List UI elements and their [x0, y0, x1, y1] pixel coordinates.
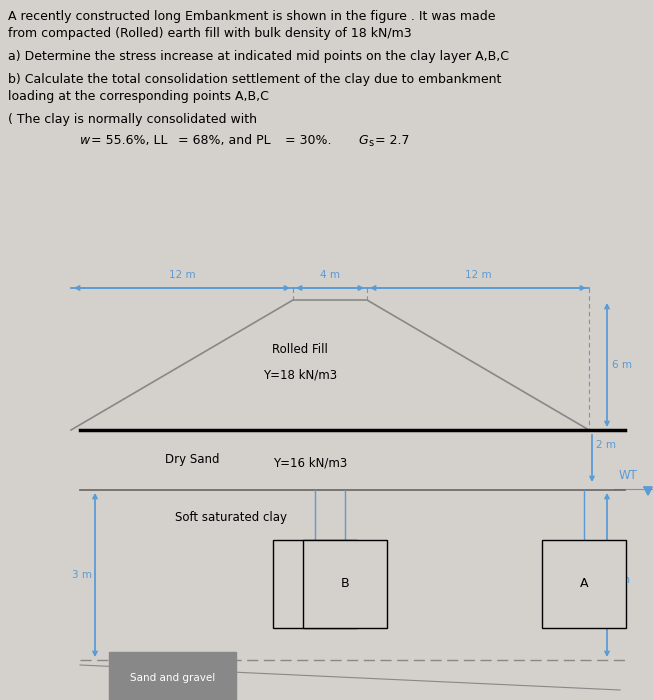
Text: Y=18 kN/m3: Y=18 kN/m3 — [263, 369, 337, 382]
Text: Soft saturated clay: Soft saturated clay — [175, 512, 287, 524]
Text: s: s — [368, 138, 373, 148]
Text: G: G — [358, 134, 368, 147]
Text: from compacted (Rolled) earth fill with bulk density of 18 kN/m3: from compacted (Rolled) earth fill with … — [8, 27, 411, 40]
Text: = 55.6%, LL: = 55.6%, LL — [91, 134, 168, 147]
Text: C: C — [311, 577, 319, 590]
Text: loading at the corresponding points A,B,C: loading at the corresponding points A,B,… — [8, 90, 269, 103]
Text: = 2.7: = 2.7 — [375, 134, 409, 147]
Text: 12 m: 12 m — [168, 270, 195, 280]
Text: Rolled Fill: Rolled Fill — [272, 343, 328, 356]
Text: ( The clay is normally consolidated with: ( The clay is normally consolidated with — [8, 113, 257, 126]
Text: b) Calculate the total consolidation settlement of the clay due to embankment: b) Calculate the total consolidation set… — [8, 73, 502, 86]
Text: 3 m: 3 m — [72, 570, 92, 580]
Text: B: B — [341, 577, 349, 590]
Text: 12 m: 12 m — [465, 270, 491, 280]
Text: = 68%, and PL: = 68%, and PL — [178, 134, 270, 147]
Text: A: A — [580, 577, 588, 590]
Text: Dry Sand: Dry Sand — [165, 454, 219, 466]
Text: 5 m: 5 m — [610, 575, 630, 585]
Text: WT: WT — [619, 469, 638, 482]
Text: 2 m: 2 m — [596, 440, 616, 450]
Text: Sand and gravel: Sand and gravel — [130, 673, 215, 683]
Polygon shape — [644, 487, 652, 495]
Text: 4 m: 4 m — [320, 270, 340, 280]
Text: a) Determine the stress increase at indicated mid points on the clay layer A,B,C: a) Determine the stress increase at indi… — [8, 50, 509, 63]
Text: A recently constructed long Embankment is shown in the figure . It was made: A recently constructed long Embankment i… — [8, 10, 496, 23]
Text: Y=16 kN/m3: Y=16 kN/m3 — [273, 456, 347, 470]
Text: w: w — [80, 134, 90, 147]
Text: 6 m: 6 m — [612, 360, 632, 370]
Text: = 30%.: = 30%. — [285, 134, 332, 147]
